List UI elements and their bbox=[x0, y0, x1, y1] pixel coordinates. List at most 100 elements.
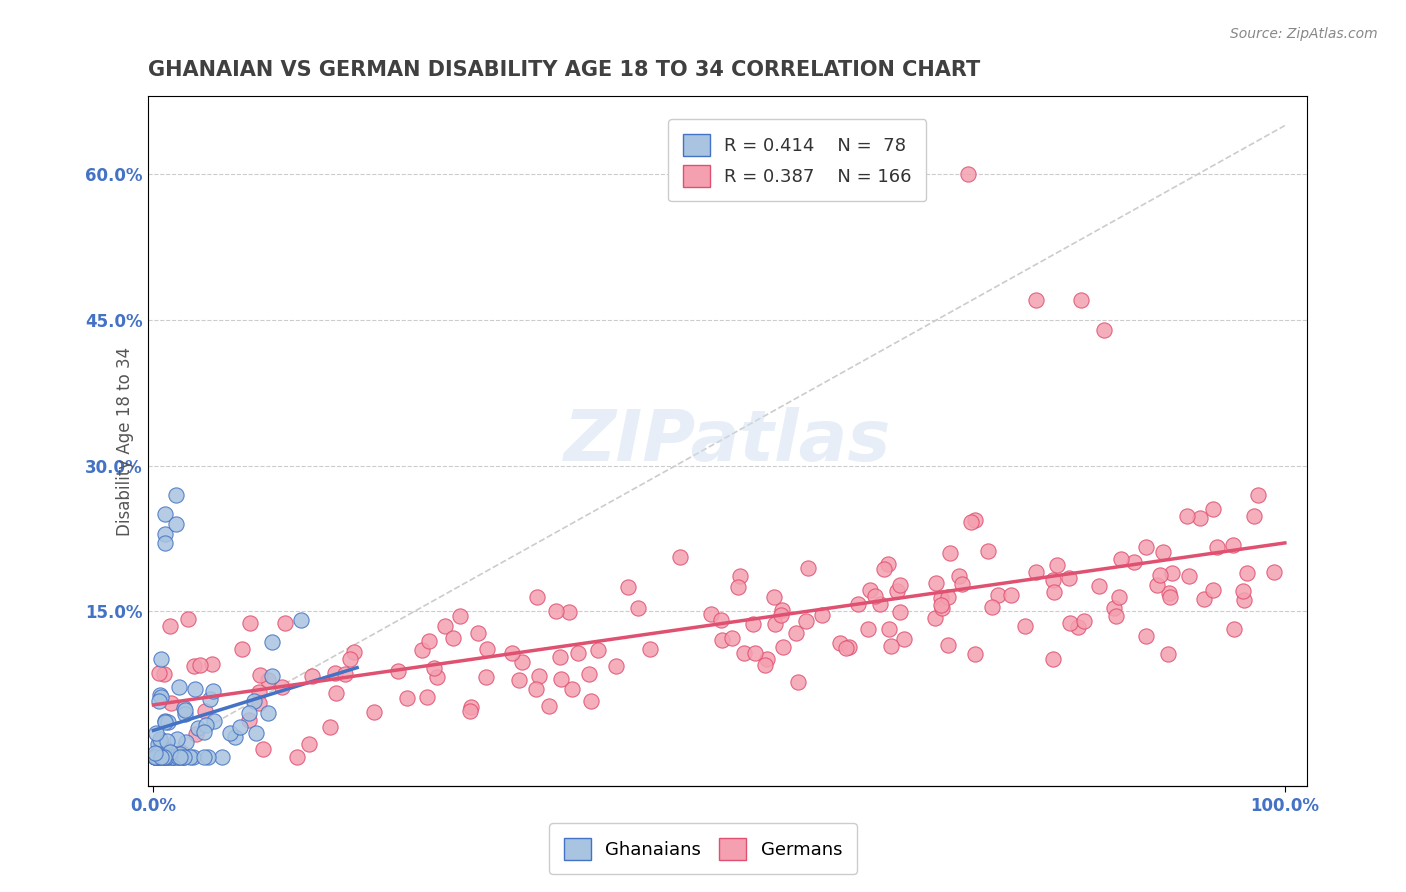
Point bbox=[1263, 566, 1285, 580]
Point bbox=[173, 701, 195, 715]
Point bbox=[149, 750, 172, 764]
Point bbox=[148, 665, 170, 680]
Point bbox=[1243, 508, 1265, 523]
Point bbox=[202, 684, 225, 698]
Point bbox=[194, 705, 217, 719]
Point bbox=[846, 598, 869, 612]
Point bbox=[418, 634, 440, 648]
Point bbox=[863, 590, 886, 604]
Point bbox=[157, 750, 180, 764]
Point bbox=[148, 750, 170, 764]
Point bbox=[1042, 585, 1064, 599]
Point bbox=[741, 616, 763, 631]
Point bbox=[167, 680, 190, 694]
Point bbox=[1092, 322, 1115, 336]
Point bbox=[877, 557, 900, 571]
Point bbox=[183, 659, 205, 673]
Point bbox=[194, 717, 217, 731]
Point bbox=[148, 693, 170, 707]
Point bbox=[877, 623, 900, 637]
Point bbox=[262, 669, 284, 683]
Point bbox=[257, 706, 280, 720]
Point bbox=[149, 688, 172, 702]
Point bbox=[325, 686, 347, 700]
Point bbox=[335, 667, 357, 681]
Point bbox=[422, 661, 444, 675]
Point bbox=[1157, 647, 1180, 661]
Point bbox=[638, 641, 661, 656]
Point bbox=[155, 750, 177, 764]
Point bbox=[931, 600, 953, 615]
Point bbox=[869, 597, 891, 611]
Point bbox=[243, 694, 266, 708]
Text: ZIPatlas: ZIPatlas bbox=[564, 407, 891, 475]
Point bbox=[529, 669, 551, 683]
Point bbox=[197, 750, 219, 764]
Point bbox=[165, 488, 187, 502]
Point bbox=[1000, 588, 1022, 602]
Point bbox=[343, 645, 366, 659]
Point bbox=[165, 516, 187, 531]
Point bbox=[744, 647, 766, 661]
Point bbox=[270, 680, 292, 694]
Point bbox=[721, 631, 744, 645]
Point bbox=[1042, 573, 1064, 587]
Point bbox=[1159, 590, 1181, 604]
Point bbox=[772, 640, 794, 654]
Point bbox=[396, 690, 419, 705]
Point bbox=[1233, 593, 1256, 607]
Point bbox=[146, 750, 169, 764]
Point bbox=[501, 646, 523, 660]
Point bbox=[285, 750, 308, 764]
Point bbox=[150, 690, 173, 704]
Point bbox=[1146, 578, 1168, 592]
Point bbox=[733, 646, 755, 660]
Point bbox=[1222, 538, 1244, 552]
Point bbox=[157, 750, 180, 764]
Point bbox=[929, 598, 952, 612]
Y-axis label: Disability Age 18 to 34: Disability Age 18 to 34 bbox=[115, 347, 134, 536]
Point bbox=[157, 715, 180, 730]
Point bbox=[153, 750, 176, 764]
Point bbox=[319, 720, 342, 734]
Point bbox=[219, 725, 242, 739]
Point bbox=[1067, 620, 1090, 634]
Point bbox=[181, 750, 204, 764]
Point bbox=[148, 750, 170, 764]
Point bbox=[460, 699, 482, 714]
Point bbox=[167, 750, 190, 764]
Point bbox=[156, 733, 179, 747]
Text: Source: ZipAtlas.com: Source: ZipAtlas.com bbox=[1230, 27, 1378, 41]
Point bbox=[474, 670, 496, 684]
Point bbox=[1188, 510, 1211, 524]
Point bbox=[1236, 566, 1258, 581]
Point bbox=[247, 685, 270, 699]
Point bbox=[155, 747, 177, 761]
Point bbox=[880, 639, 903, 653]
Point bbox=[148, 750, 170, 764]
Point bbox=[1149, 568, 1171, 582]
Point bbox=[579, 693, 602, 707]
Point bbox=[1057, 571, 1080, 585]
Point bbox=[963, 647, 986, 661]
Point bbox=[756, 652, 779, 666]
Point bbox=[838, 640, 860, 654]
Point bbox=[873, 562, 896, 576]
Point bbox=[467, 625, 489, 640]
Point bbox=[1202, 501, 1225, 516]
Point bbox=[184, 727, 207, 741]
Point bbox=[145, 726, 167, 740]
Point bbox=[770, 602, 793, 616]
Point bbox=[145, 750, 167, 764]
Point bbox=[561, 682, 583, 697]
Point bbox=[754, 657, 776, 672]
Point bbox=[796, 561, 818, 575]
Point bbox=[363, 705, 385, 719]
Point bbox=[143, 750, 166, 764]
Point bbox=[987, 588, 1010, 602]
Point bbox=[458, 704, 481, 718]
Point bbox=[1135, 629, 1157, 643]
Point bbox=[727, 580, 749, 594]
Point bbox=[977, 544, 1000, 558]
Point bbox=[929, 591, 952, 605]
